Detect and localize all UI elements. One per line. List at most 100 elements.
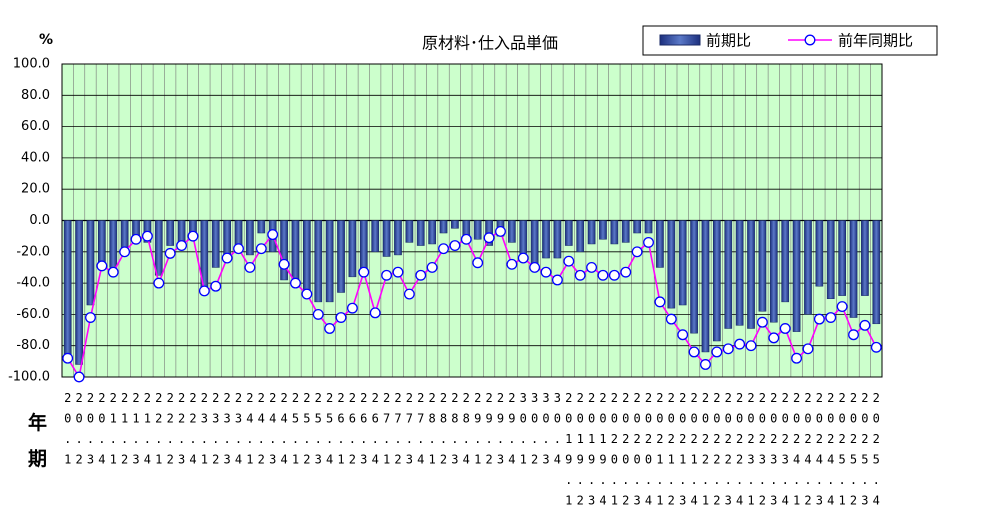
- line-marker: [836, 301, 848, 313]
- line-marker: [403, 288, 415, 300]
- bar: [576, 220, 585, 253]
- x-tick-label: 26.2: [345, 391, 360, 473]
- x-tick-label: 2021.1: [652, 391, 667, 506]
- bar: [291, 220, 300, 287]
- bar: [257, 220, 266, 234]
- x-tick-label: 28.2: [436, 391, 451, 473]
- x-tick-label: 29.3: [493, 391, 508, 473]
- x-tick-label: 24.4: [277, 391, 292, 473]
- line-marker: [392, 266, 404, 278]
- line-marker: [449, 240, 461, 251]
- bar: [872, 220, 881, 325]
- x-tick-label: 26.4: [368, 391, 383, 473]
- line-marker: [517, 252, 529, 264]
- x-tick-label: 29.4: [504, 391, 519, 473]
- bar: [394, 220, 402, 256]
- bar: [667, 220, 676, 309]
- x-tick-label: 28.4: [459, 391, 474, 473]
- bar: [280, 220, 288, 281]
- line-marker: [460, 233, 472, 245]
- line-marker: [244, 262, 256, 273]
- x-tick-label: 25.4: [322, 391, 337, 473]
- bar: [109, 220, 118, 268]
- x-tick-label: 22.2: [163, 391, 178, 473]
- x-tick-label: 2024.4: [823, 391, 838, 506]
- x-row-label: 期: [28, 448, 48, 470]
- x-tick-label: 2023.2: [755, 391, 770, 506]
- line-marker: [848, 329, 859, 341]
- legend-label: 前年同期比: [838, 32, 913, 50]
- bar: [656, 220, 664, 268]
- x-tick-label: 2019.2: [573, 391, 588, 506]
- x-tick-label: 30.3: [539, 391, 554, 473]
- bar: [508, 220, 516, 243]
- x-tick-label: 2020.1: [607, 391, 622, 506]
- bar: [735, 220, 744, 326]
- x-tick-label: 26.3: [356, 391, 371, 473]
- x-row-label: 年: [28, 412, 48, 434]
- x-tick-label: 2020.3: [630, 391, 645, 506]
- x-tick-label: 21.4: [140, 391, 155, 473]
- x-tick-label: 20.1: [60, 391, 75, 473]
- x-tick-label: 2025.3: [857, 391, 872, 506]
- x-tick-label: 20.3: [83, 391, 98, 473]
- line-marker: [756, 316, 768, 328]
- x-tick-label: 30.2: [527, 391, 542, 473]
- line-marker: [233, 243, 244, 255]
- line-marker: [472, 257, 484, 269]
- bar: [678, 220, 687, 306]
- line-marker: [267, 229, 279, 241]
- line-marker: [358, 266, 370, 278]
- bar: [359, 220, 368, 271]
- x-tick-label: 2023.1: [744, 391, 759, 506]
- line-marker: [495, 226, 506, 237]
- x-tick-label: 2023.3: [766, 391, 781, 506]
- line-marker: [346, 302, 358, 314]
- line-marker: [688, 346, 700, 358]
- line-marker: [506, 258, 518, 270]
- x-tick-label: 2020.2: [618, 391, 633, 506]
- x-tick-label: 25.1: [288, 391, 303, 473]
- x-tick-label: 25.3: [311, 391, 326, 473]
- y-tick-label: -100.0: [8, 370, 50, 385]
- x-tick-label: 25.2: [299, 391, 314, 473]
- line-marker: [540, 266, 552, 278]
- x-tick-label: 30.1: [516, 391, 531, 473]
- line-marker: [529, 262, 541, 273]
- bar: [599, 220, 607, 240]
- bar: [542, 220, 550, 259]
- bar: [314, 220, 323, 303]
- bar: [633, 220, 641, 234]
- line-marker: [825, 312, 837, 323]
- x-tick-label: 24.2: [254, 391, 269, 473]
- line-marker: [586, 262, 598, 273]
- bar: [98, 220, 106, 265]
- bar: [587, 220, 596, 245]
- bar: [451, 220, 459, 229]
- bar: [553, 220, 562, 259]
- line-marker: [153, 277, 165, 289]
- chart-title: 原材料･仕入品単価: [422, 34, 558, 53]
- x-tick-label: 2019.4: [595, 391, 610, 506]
- x-tick-label: 2023.4: [778, 391, 793, 506]
- bar: [769, 220, 778, 323]
- x-tick-label: 20.2: [72, 391, 87, 473]
- bar: [815, 220, 824, 287]
- x-tick-label: 2021.4: [687, 391, 702, 506]
- line-marker: [802, 343, 814, 355]
- x-tick-label: 2025.1: [835, 391, 850, 506]
- line-marker: [700, 359, 711, 370]
- y-tick-label: 80.0: [21, 88, 50, 103]
- x-tick-label: 24.1: [242, 391, 257, 473]
- x-tick-label: 2019.3: [584, 391, 599, 506]
- y-tick-label: -60.0: [16, 307, 50, 322]
- line-marker: [255, 243, 267, 255]
- bar: [530, 220, 539, 265]
- line-marker: [859, 319, 871, 331]
- line-marker: [665, 313, 677, 325]
- bar: [439, 220, 448, 234]
- bar: [519, 220, 528, 254]
- line-marker: [301, 288, 313, 300]
- bar: [473, 220, 482, 240]
